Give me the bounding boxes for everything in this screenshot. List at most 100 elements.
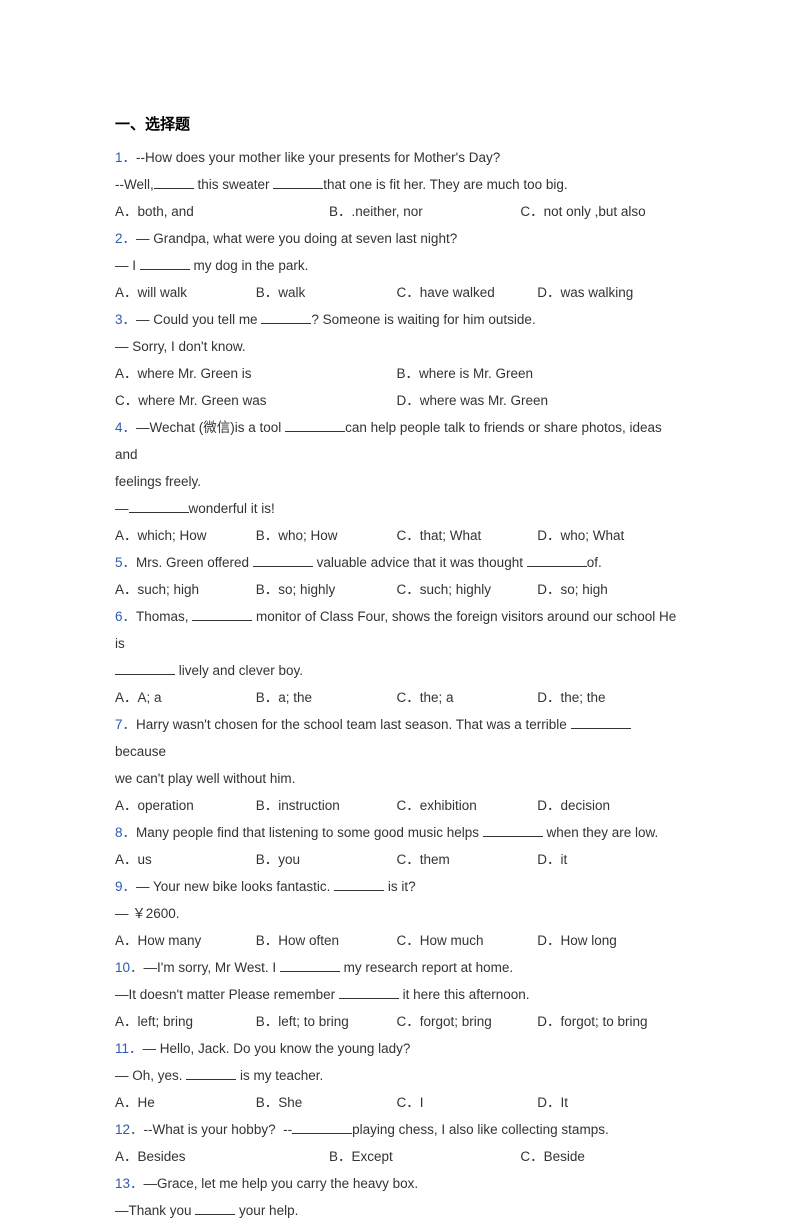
question-line: 11．— Hello, Jack. Do you know the young … xyxy=(115,1035,678,1062)
options-row: A．which; How B．who; How C．that; What D．w… xyxy=(115,522,678,549)
question-number: 3． xyxy=(115,312,136,327)
option-d: D．where was Mr. Green xyxy=(397,387,679,414)
option-a: A．How many xyxy=(115,927,256,954)
options-row: A．He B．She C．I D．It xyxy=(115,1089,678,1116)
blank xyxy=(195,1202,235,1216)
question-text: --How does your mother like your present… xyxy=(136,150,500,165)
blank xyxy=(129,500,189,514)
option-d: D．was walking xyxy=(537,279,678,306)
question-line: 4．—Wechat (微信)is a tool can help people … xyxy=(115,414,678,468)
option-d: D．so; high xyxy=(537,576,678,603)
option-a: A．where Mr. Green is xyxy=(115,360,397,387)
blank xyxy=(483,824,543,838)
question-text: — Grandpa, what were you doing at seven … xyxy=(136,231,457,246)
blank xyxy=(192,608,252,622)
option-a: A．A; a xyxy=(115,684,256,711)
option-b: B．walk xyxy=(256,279,397,306)
options-row: A．both, and B．.neither, nor C．not only ,… xyxy=(115,198,678,225)
options-row: A．Besides B．Except C．Beside xyxy=(115,1143,678,1170)
options-row: A．where Mr. Green is B．where is Mr. Gree… xyxy=(115,360,678,387)
option-b: B．left; to bring xyxy=(256,1008,397,1035)
options-row: A．A; a B．a; the C．the; a D．the; the xyxy=(115,684,678,711)
option-c: C．where Mr. Green was xyxy=(115,387,397,414)
blank xyxy=(339,986,399,1000)
option-b: B．so; highly xyxy=(256,576,397,603)
options-row: A．operation B．instruction C．exhibition D… xyxy=(115,792,678,819)
option-c: C．I xyxy=(397,1089,538,1116)
question-text: —Grace, let me help you carry the heavy … xyxy=(144,1176,419,1191)
option-c: C．have walked xyxy=(397,279,538,306)
question-line: 7．Harry wasn't chosen for the school tea… xyxy=(115,711,678,765)
question-number: 7． xyxy=(115,717,136,732)
option-d: D．forgot; to bring xyxy=(537,1008,678,1035)
question-line: 6．Thomas, monitor of Class Four, shows t… xyxy=(115,603,678,657)
question-line: 3．— Could you tell me ? Someone is waiti… xyxy=(115,306,678,333)
option-d: D．It xyxy=(537,1089,678,1116)
blank xyxy=(261,311,311,325)
blank xyxy=(292,1121,352,1135)
option-a: A．which; How xyxy=(115,522,256,549)
options-row: A．such; high B．so; highly C．such; highly… xyxy=(115,576,678,603)
question-line: 2．— Grandpa, what were you doing at seve… xyxy=(115,225,678,252)
option-b: B．a; the xyxy=(256,684,397,711)
question-number: 12． xyxy=(115,1122,144,1137)
question-line: —It doesn't matter Please remember it he… xyxy=(115,981,678,1008)
options-row: A．left; bring B．left; to bring C．forgot;… xyxy=(115,1008,678,1035)
option-b: B．Except xyxy=(329,1143,520,1170)
question-line: 5．Mrs. Green offered valuable advice tha… xyxy=(115,549,678,576)
blank xyxy=(527,554,587,568)
option-b: B．where is Mr. Green xyxy=(397,360,679,387)
option-b: B．who; How xyxy=(256,522,397,549)
question-line: — ￥2600. xyxy=(115,900,678,927)
option-a: A．He xyxy=(115,1089,256,1116)
blank xyxy=(334,878,384,892)
option-d: D．who; What xyxy=(537,522,678,549)
options-row: C．where Mr. Green was D．where was Mr. Gr… xyxy=(115,387,678,414)
blank xyxy=(115,662,175,676)
question-line: —wonderful it is! xyxy=(115,495,678,522)
blank xyxy=(140,257,190,271)
option-b: B．you xyxy=(256,846,397,873)
question-number: 5． xyxy=(115,555,136,570)
option-d: D．it xyxy=(537,846,678,873)
option-c: C．them xyxy=(397,846,538,873)
question-text: — Hello, Jack. Do you know the young lad… xyxy=(143,1041,411,1056)
blank xyxy=(186,1067,236,1081)
blank xyxy=(273,176,323,190)
question-line: lively and clever boy. xyxy=(115,657,678,684)
question-number: 6． xyxy=(115,609,136,624)
option-c: C．such; highly xyxy=(397,576,538,603)
options-row: A．us B．you C．them D．it xyxy=(115,846,678,873)
option-c: C．How much xyxy=(397,927,538,954)
question-line: 1．--How does your mother like your prese… xyxy=(115,144,678,171)
blank xyxy=(253,554,313,568)
question-line: — Oh, yes. is my teacher. xyxy=(115,1062,678,1089)
blank xyxy=(154,176,194,190)
question-number: 10． xyxy=(115,960,144,975)
option-b: B．How often xyxy=(256,927,397,954)
blank xyxy=(285,419,345,433)
option-d: D．decision xyxy=(537,792,678,819)
question-line: — Sorry, I don't know. xyxy=(115,333,678,360)
question-number: 13． xyxy=(115,1176,144,1191)
options-row: A．will walk B．walk C．have walked D．was w… xyxy=(115,279,678,306)
options-row: A．How many B．How often C．How much D．How … xyxy=(115,927,678,954)
question-line: 13．—Grace, let me help you carry the hea… xyxy=(115,1170,678,1197)
option-a: A．Besides xyxy=(115,1143,329,1170)
option-a: A．operation xyxy=(115,792,256,819)
question-line: 9．— Your new bike looks fantastic. is it… xyxy=(115,873,678,900)
question-line: we can't play well without him. xyxy=(115,765,678,792)
question-line: feelings freely. xyxy=(115,468,678,495)
option-c: C．that; What xyxy=(397,522,538,549)
question-line: 8．Many people find that listening to som… xyxy=(115,819,678,846)
option-b: B．She xyxy=(256,1089,397,1116)
question-number: 8． xyxy=(115,825,136,840)
question-number: 2． xyxy=(115,231,136,246)
question-number: 1． xyxy=(115,150,136,165)
question-line: —Thank you your help. xyxy=(115,1197,678,1224)
option-c: C．forgot; bring xyxy=(397,1008,538,1035)
blank xyxy=(571,716,631,730)
option-d: D．How long xyxy=(537,927,678,954)
question-line: 12．--What is your hobby? --playing chess… xyxy=(115,1116,678,1143)
option-c: C．the; a xyxy=(397,684,538,711)
